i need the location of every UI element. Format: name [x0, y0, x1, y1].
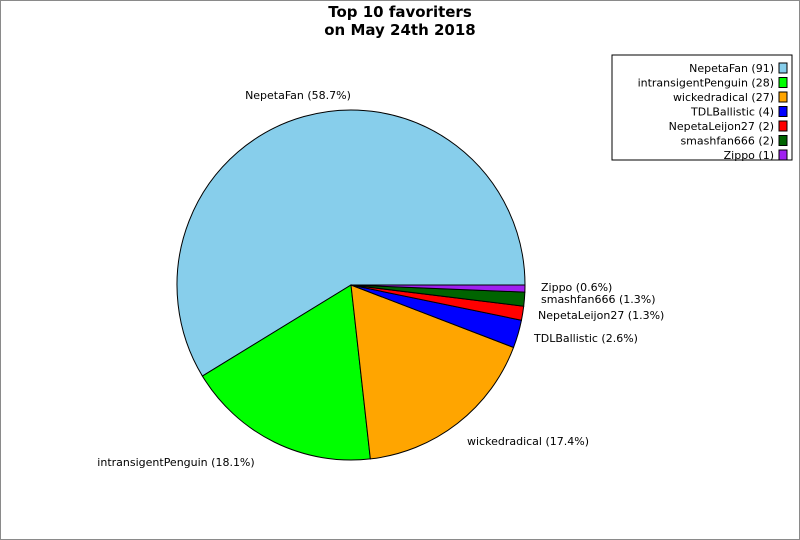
pie-slice-intransigentpenguin	[201, 284, 371, 461]
legend-swatch-nepetafan	[778, 62, 788, 74]
legend-label-intransigentpenguin: intransigentPenguin (28)	[638, 77, 774, 90]
legend-label-wickedradical: wickedradical (27)	[673, 91, 774, 104]
legend-label-nepetafan: NepetaFan (91)	[689, 62, 774, 75]
slice-label-wickedradical: wickedradical (17.4%)	[467, 435, 589, 448]
chart-title-line-2: on May 24th 2018	[324, 21, 476, 39]
legend-label-smashfan666: smashfan666 (2)	[680, 135, 774, 148]
legend-label-nepetaleijon27: NepetaLeijon27 (2)	[669, 120, 774, 133]
pie-slice-wickedradical	[350, 284, 515, 460]
legend-label-tdlballistic: TDLBallistic (4)	[690, 106, 774, 119]
slice-label-nepetafan: NepetaFan (58.7%)	[245, 89, 351, 102]
chart-title-line-1: Top 10 favoriters	[328, 3, 472, 21]
pie-slices	[176, 109, 526, 461]
pie-slice-nepetafan	[176, 109, 526, 377]
legend-box	[611, 54, 793, 161]
pie-slice-zippo	[350, 284, 526, 293]
legend-swatch-zippo	[778, 149, 788, 161]
legend-label-zippo: Zippo (1)	[724, 149, 774, 162]
legend-swatch-tdlballistic	[778, 106, 788, 117]
legend-swatch-smashfan666	[778, 135, 788, 146]
legend-swatch-nepetaleijon27	[778, 120, 788, 132]
slice-label-zippo: Zippo (0.6%)	[541, 281, 612, 294]
slice-label-smashfan666: smashfan666 (1.3%)	[541, 293, 656, 306]
legend-swatch-intransigentpenguin	[778, 77, 788, 88]
legend: NepetaFan (91) intransigentPenguin (28)wi…	[611, 54, 793, 162]
slice-label-tdlballistic: TDLBallistic (2.6%)	[533, 332, 638, 345]
slice-label-nepetaleijon27: NepetaLeijon27 (1.3%)	[538, 309, 664, 322]
slice-label-intransigentpenguin: intransigentPenguin (18.1%)	[97, 456, 254, 469]
slice-labels: NepetaFan (58.7%) intransigentPenguin (18…	[97, 89, 664, 469]
legend-swatch-wickedradical	[778, 91, 788, 103]
